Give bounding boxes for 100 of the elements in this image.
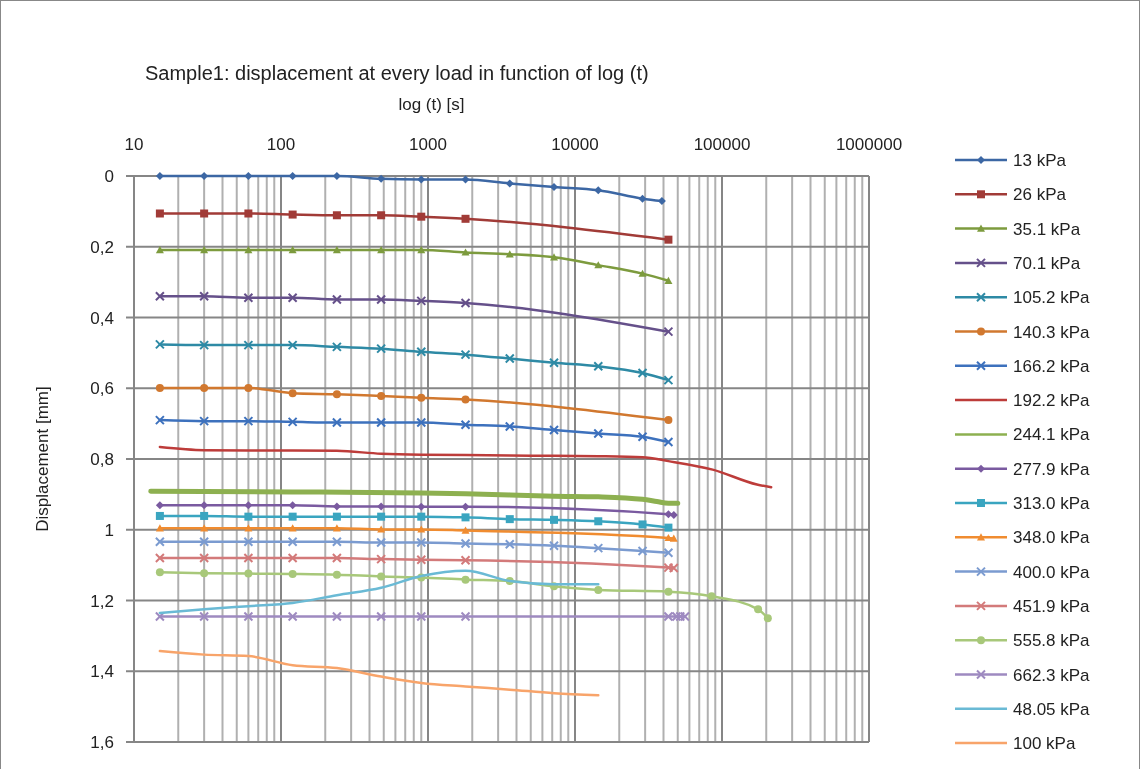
point <box>155 524 164 532</box>
legend-label: 166.2 kPa <box>1013 356 1091 376</box>
legend-label: 313.0 kPa <box>1013 494 1091 513</box>
point <box>288 172 297 180</box>
point <box>461 575 470 584</box>
point <box>243 536 254 547</box>
point <box>417 212 426 221</box>
point <box>550 515 559 524</box>
point <box>155 568 164 577</box>
legend-label: 70.1 kPa <box>1013 253 1081 273</box>
point <box>460 419 471 430</box>
point <box>332 211 341 220</box>
point <box>461 502 470 511</box>
point <box>155 511 164 520</box>
point <box>417 245 426 254</box>
point <box>287 536 298 547</box>
point <box>287 553 298 564</box>
point <box>594 186 603 195</box>
legend-label: 13 kPa <box>1013 151 1067 170</box>
point <box>287 292 298 303</box>
point <box>504 539 515 550</box>
point <box>199 553 210 564</box>
point <box>199 291 210 302</box>
point <box>243 553 254 564</box>
point <box>594 261 603 269</box>
point <box>638 269 647 277</box>
point <box>243 292 254 303</box>
point <box>549 357 560 368</box>
y-tick-label: 1 <box>104 520 114 540</box>
point <box>416 417 427 428</box>
point <box>593 543 604 554</box>
point <box>288 512 297 521</box>
point <box>244 245 253 254</box>
legend-label: 400.0 kPa <box>1013 562 1091 582</box>
point <box>200 511 209 520</box>
point <box>504 421 515 432</box>
point <box>200 524 209 532</box>
x-axis-title: log (t) [s] <box>398 95 465 114</box>
point <box>200 209 209 218</box>
point <box>550 253 559 261</box>
legend-label: 192.2 kPa <box>1013 391 1091 411</box>
legend-label: 662.3 kPa <box>1013 665 1091 685</box>
point <box>331 553 342 564</box>
point <box>244 524 253 532</box>
point <box>461 175 470 184</box>
point <box>199 611 210 622</box>
y-tick-label: 0,2 <box>90 237 114 257</box>
point <box>505 515 514 524</box>
point <box>417 525 426 533</box>
point <box>244 569 253 578</box>
x-tick-label: 100 <box>266 135 296 154</box>
legend-label: 100 kPa <box>1013 734 1076 754</box>
point <box>155 209 164 218</box>
point <box>417 512 426 521</box>
legend-label: 140.3 kPa <box>1013 322 1091 342</box>
point <box>416 537 427 548</box>
point <box>593 428 604 439</box>
point <box>460 555 471 566</box>
point <box>154 553 165 564</box>
point <box>288 501 297 510</box>
point <box>461 248 470 256</box>
point <box>461 526 470 534</box>
point <box>243 340 254 351</box>
point <box>244 209 253 218</box>
point <box>154 339 165 350</box>
legend-label: 105.2 kPa <box>1013 288 1091 308</box>
point <box>638 520 647 529</box>
y-axis-title: Displacement [mm] <box>33 386 52 532</box>
point <box>332 512 341 521</box>
point <box>417 393 426 402</box>
point <box>199 416 210 427</box>
point <box>460 611 471 622</box>
line-series <box>158 649 600 697</box>
x-tick-label: 100000 <box>693 135 751 154</box>
legend-label: 277.9 kPa <box>1013 459 1091 479</box>
point <box>505 250 514 258</box>
y-tick-label: 0,8 <box>90 450 114 469</box>
point <box>332 524 341 532</box>
point <box>331 294 342 305</box>
point <box>200 501 209 510</box>
point <box>460 349 471 360</box>
point <box>243 416 254 427</box>
point <box>244 383 253 392</box>
point <box>244 501 253 510</box>
point <box>199 340 210 351</box>
point <box>549 540 560 551</box>
point <box>461 395 470 404</box>
point <box>332 502 341 511</box>
point <box>416 554 427 565</box>
point <box>638 194 647 203</box>
point <box>460 538 471 549</box>
point <box>155 245 164 254</box>
point <box>154 291 165 302</box>
point <box>154 536 165 547</box>
point <box>288 524 297 532</box>
x-tick-label: 1000000 <box>835 135 903 154</box>
point <box>416 611 427 622</box>
point <box>155 172 164 180</box>
legend-label: 244.1 kPa <box>1013 425 1091 445</box>
point <box>155 383 164 392</box>
